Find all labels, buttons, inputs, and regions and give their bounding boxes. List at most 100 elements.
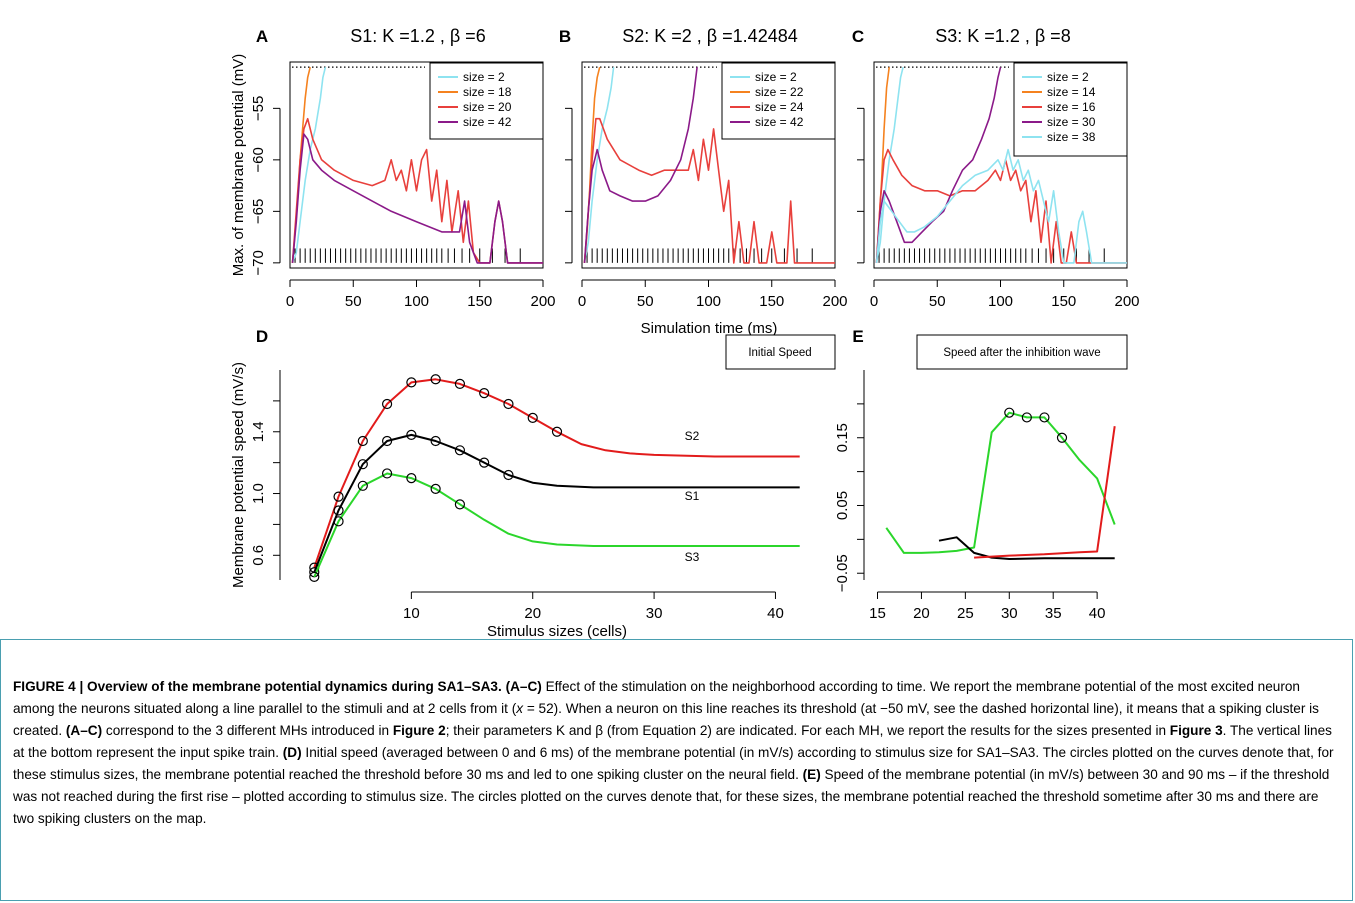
series-line xyxy=(938,536,1115,560)
x-tick-label: 100 xyxy=(988,293,1013,310)
caption-variable: x xyxy=(516,701,524,716)
x-tick-label: 0 xyxy=(286,293,294,310)
caption-sentence: ; their parameters K and β (from Equatio… xyxy=(445,723,1170,738)
plot-frame xyxy=(289,61,544,269)
caption-ref-e: (E) xyxy=(802,767,821,782)
legend-label: Speed after the inhibition wave xyxy=(943,347,1100,359)
x-tick-label: 30 xyxy=(646,605,663,622)
caption-sentence: Speed of the membrane potential (in mV/s… xyxy=(13,767,1330,826)
data-point-circle xyxy=(1039,412,1050,423)
caption-sentence: Effect of the stimulation on the neighbo… xyxy=(13,679,1300,716)
caption-figure-ref: Figure 3 xyxy=(1169,723,1223,738)
series-line xyxy=(291,133,543,264)
x-tick-label: 200 xyxy=(822,293,847,310)
legend-label: size = 2 xyxy=(1047,70,1089,84)
y-axis-label: Membrane potential speed (mV/s) xyxy=(230,362,247,588)
y-tick-label: 0.05 xyxy=(834,491,851,520)
y-tick-label: −60 xyxy=(250,147,267,172)
panel-title: S3: K =1.2 , β =8 xyxy=(935,26,1070,46)
y-tick-label: −70 xyxy=(250,250,267,275)
panel-title: S2: K =2 , β =1.42484 xyxy=(622,26,797,46)
series-line xyxy=(313,378,800,568)
y-tick-label: −65 xyxy=(250,199,267,224)
series-label: S3 xyxy=(685,550,700,564)
x-tick-label: 0 xyxy=(578,293,586,310)
legend-label: size = 20 xyxy=(463,100,512,114)
caption-ref-ac: (A–C) xyxy=(505,679,542,694)
legend-label: size = 42 xyxy=(755,115,804,129)
y-axis-label: Max. of membrane potential (mV) xyxy=(230,54,247,277)
data-point-circle xyxy=(381,435,393,447)
x-tick-label: 25 xyxy=(957,605,974,622)
panel-letter: E xyxy=(852,327,863,346)
legend-label: size = 22 xyxy=(755,85,804,99)
caption-title: FIGURE 4 | Overview of the membrane pote… xyxy=(13,679,502,694)
data-point-circle xyxy=(479,388,490,399)
legend-label: size = 16 xyxy=(1047,100,1096,114)
data-point-circle xyxy=(406,472,417,484)
data-point-circle xyxy=(430,483,441,494)
caption-ref-ac: (A–C) xyxy=(65,723,103,738)
legend-label: size = 30 xyxy=(1047,115,1096,129)
series-line xyxy=(313,472,800,578)
data-point-circle xyxy=(430,374,441,385)
series-label: S1 xyxy=(685,489,700,503)
data-point-circle xyxy=(479,457,490,468)
data-point-circle xyxy=(503,398,514,410)
data-point-circle xyxy=(527,412,538,423)
x-tick-label: 40 xyxy=(767,605,784,622)
legend-label: size = 24 xyxy=(755,100,804,114)
caption-ref-d: (D) xyxy=(282,745,302,760)
x-tick-label: 100 xyxy=(404,293,429,310)
x-tick-label: 30 xyxy=(1001,605,1018,622)
data-point-circle xyxy=(357,459,368,470)
data-point-circle xyxy=(1004,407,1015,418)
x-tick-label: 150 xyxy=(1051,293,1076,310)
x-tick-label: 35 xyxy=(1045,605,1062,622)
figure-canvas: A S1: K =1.2 , β =60 50 100 150 200−55−60−65−… xyxy=(230,26,1140,640)
legend-label: size = 42 xyxy=(463,115,512,129)
caption-sentence: correspond to the 3 different MHs introd… xyxy=(102,723,393,738)
series-line xyxy=(313,433,800,573)
series-line xyxy=(291,67,327,264)
x-tick-label: 10 xyxy=(403,605,420,622)
legend-label: size = 18 xyxy=(463,85,512,99)
x-tick-label: 20 xyxy=(913,605,930,622)
legend-box xyxy=(1013,62,1128,157)
series-label: S2 xyxy=(685,429,700,443)
y-tick-label: 1.0 xyxy=(250,483,267,504)
data-point-circle xyxy=(406,377,417,388)
x-tick-label: 50 xyxy=(345,293,362,310)
caption-sentence: = 52). When a neuron on this line reache… xyxy=(13,701,1319,738)
x-tick-label: 20 xyxy=(524,605,541,622)
legend-box xyxy=(429,62,544,140)
data-point-circle xyxy=(430,435,441,447)
series-line xyxy=(583,67,615,264)
x-tick-label: 40 xyxy=(1089,605,1106,622)
series-line xyxy=(974,426,1116,559)
series-line xyxy=(885,411,1116,554)
x-tick-label: 100 xyxy=(696,293,721,310)
data-point-circle xyxy=(551,426,563,437)
x-axis-label: Stimulus sizes (cells) xyxy=(487,623,627,640)
x-tick-label: 50 xyxy=(637,293,654,310)
legend-label: size = 2 xyxy=(463,70,505,84)
y-tick-label: −0.05 xyxy=(834,554,851,592)
data-point-circle xyxy=(357,435,368,447)
plot-frame xyxy=(581,61,836,269)
x-tick-label: 50 xyxy=(929,293,946,310)
panel-title: S1: K =1.2 , β =6 xyxy=(350,26,485,46)
x-tick-label: 200 xyxy=(1114,293,1139,310)
data-point-circle xyxy=(1021,412,1032,423)
x-tick-label: 150 xyxy=(759,293,784,310)
data-point-circle xyxy=(406,429,417,440)
legend-label: Initial Speed xyxy=(748,347,811,359)
series-line xyxy=(583,67,698,263)
legend-label: size = 2 xyxy=(755,70,797,84)
y-tick-label: 1.4 xyxy=(250,421,267,442)
series-line xyxy=(875,148,1127,264)
data-point-circle xyxy=(1056,432,1068,443)
panel-letter: D xyxy=(256,327,268,346)
data-point-circle xyxy=(333,505,344,516)
plot-frame xyxy=(873,61,1128,269)
